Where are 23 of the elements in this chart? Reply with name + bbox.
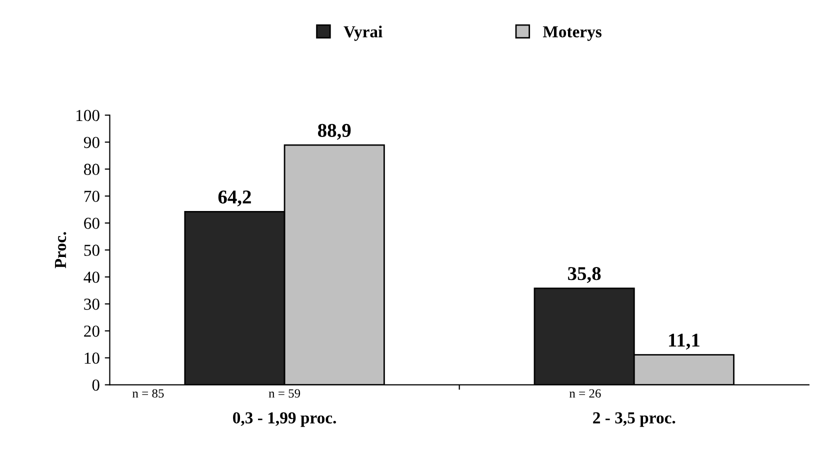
y-axis-title: Proc. (55, 232, 66, 268)
y-tick-label: 30 (84, 298, 100, 310)
y-tick-label: 80 (84, 164, 100, 176)
y-tick-label: 10 (84, 352, 100, 364)
x-tick-label: 0,3 - 1,99 proc. (233, 412, 336, 427)
legend-label: Vyrai (344, 26, 382, 41)
text: n = 59 (268, 389, 300, 398)
data-label: 11,1 (669, 334, 700, 350)
y-tick-label: 100 (76, 110, 100, 122)
text: n = 85 (132, 389, 164, 398)
legend-label: Moterys (542, 26, 602, 41)
y-tick-label: 0 (92, 379, 100, 391)
y-tick-label: 60 (84, 218, 100, 229)
data-label: 88,9 (318, 124, 351, 140)
y-tick-label: 40 (84, 272, 100, 283)
y-tick-label: 90 (84, 136, 100, 148)
data-label: 64,2 (218, 190, 251, 206)
y-tick-label: 20 (84, 326, 100, 337)
y-tick-label: 70 (84, 190, 100, 202)
data-label: 35,8 (568, 267, 601, 283)
text: n = 26 (569, 389, 601, 398)
y-tick-label: 50 (84, 244, 100, 256)
x-tick-label: 2 - 3,5 proc. (593, 412, 676, 427)
